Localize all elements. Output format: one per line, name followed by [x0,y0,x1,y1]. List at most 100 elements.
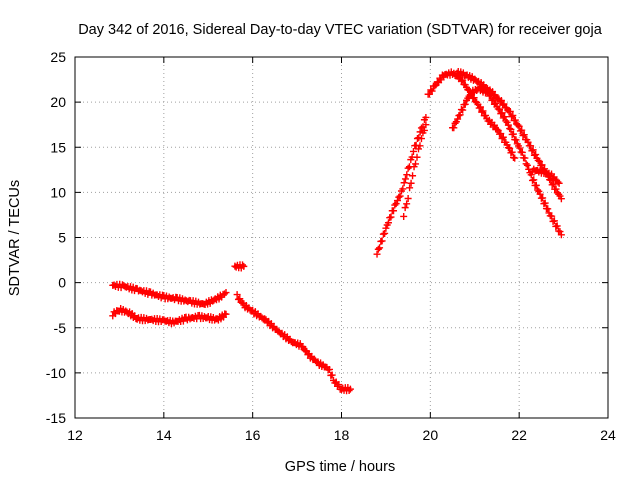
data-point [179,317,187,325]
data-point [532,181,540,189]
data-point [261,315,269,323]
data-point [476,103,484,111]
x-tick-label: 22 [511,427,527,443]
data-point [508,148,516,156]
data-point [392,200,400,208]
data-point [521,154,529,162]
data-point [455,112,463,120]
data-point [550,217,558,225]
data-point [461,100,469,108]
data-point [548,212,556,220]
data-point [409,172,417,180]
data-point [404,164,412,172]
x-tick-label: 18 [334,427,350,443]
y-axis-label: SDTVAR / TECUs [7,180,23,296]
data-point [376,244,384,252]
x-tick-label: 16 [245,427,261,443]
data-point [515,122,523,130]
data-point [412,160,420,168]
data-point [428,87,436,95]
data-point [506,125,514,133]
data-point [233,291,241,299]
data-point [345,387,353,395]
data-point [519,132,527,140]
data-point [482,111,490,119]
data-point [527,142,535,150]
data-point [373,250,381,258]
data-point [404,195,412,203]
data-point [544,205,552,213]
data-point [454,115,462,123]
data-point [239,261,247,269]
data-point [401,175,409,183]
data-point [553,222,561,230]
data-point [326,365,334,373]
axis-ticks: 12 14 16 18 20 22 24 -15 -10 -5 0 5 10 15 20 25 [46,49,616,443]
x-tick-label: 20 [423,427,439,443]
data-point [422,121,430,129]
data-point [502,117,510,125]
x-axis-label: GPS time / hours [285,459,395,475]
data-point [400,179,408,187]
y-tick-label: -10 [46,365,66,381]
data-point [497,130,505,138]
data-point [414,145,422,153]
data-point [512,136,520,144]
data-point [346,385,354,393]
data-point [222,289,230,297]
data-point [416,142,424,150]
data-point [509,130,517,138]
data-point [387,213,395,221]
data-point [222,310,230,318]
data-point [475,104,483,112]
data-point [555,179,563,187]
series-arc-1-lower [109,304,230,328]
data-point [393,197,401,205]
data-point [511,116,519,124]
data-point [413,153,421,161]
data-point [497,110,505,118]
data-point [529,146,537,154]
x-tick-label: 14 [156,427,172,443]
data-point [527,171,535,179]
data-point [221,290,229,298]
data-point [506,107,514,115]
data-point [557,231,565,239]
data-point [518,148,526,156]
data-point [493,125,501,133]
y-tick-label: 10 [50,184,66,200]
data-point [509,111,517,119]
data-point [328,371,336,379]
data-point [409,147,417,155]
y-tick-label: 0 [58,275,66,291]
x-tick-label: 24 [600,427,616,443]
y-tick-label: 5 [58,230,66,246]
data-point [556,228,564,236]
data-point [506,144,514,152]
data-point [557,195,565,203]
data-point [403,200,411,208]
data-point [508,113,516,121]
data-point [507,125,515,133]
data-point [500,100,508,108]
data-point [390,207,398,215]
data-point [528,147,536,155]
data-point [488,96,496,104]
data-point [378,237,386,245]
data-point [437,76,445,84]
data-point [427,86,435,94]
data-point [456,111,464,119]
data-point [522,160,530,168]
data-point [516,144,524,152]
y-tick-label: 15 [50,139,66,155]
data-point [498,109,506,117]
data-point [400,212,408,220]
data-point [516,127,524,135]
data-point [420,126,428,134]
data-point [523,161,531,169]
data-point [501,113,509,121]
data-point [524,138,532,146]
data-point [381,229,389,237]
